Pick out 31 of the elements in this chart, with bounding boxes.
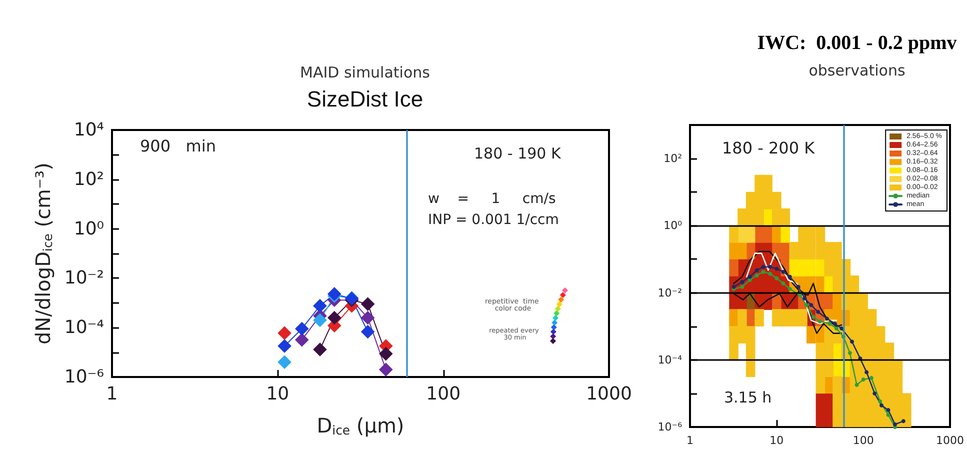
chart-title: MAID simulations <box>300 64 430 82</box>
annotation: INP = 0.001 1/ccm <box>428 212 559 228</box>
annotation: w = 1 cm/s <box>428 191 556 207</box>
x-tick-label: 10 <box>770 434 784 447</box>
y-tick-label: 10⁰ <box>74 218 104 240</box>
y-tick-label: 10⁰ <box>664 219 683 232</box>
annotation: 3.15 h <box>724 388 772 406</box>
x-tick-label: 1 <box>106 384 118 404</box>
chart-subtitle: SizeDist Ice <box>306 86 424 112</box>
chart-title: IWC: 0.001 - 0.2 ppmv <box>757 32 957 54</box>
annotation: 180 - 190 K <box>474 144 562 162</box>
y-tick-label: 10⁻⁶ <box>64 366 104 388</box>
x-tick-label: 1000 <box>936 434 964 447</box>
y-tick-label: 10⁻² <box>64 268 104 289</box>
y-tick-label: 10⁻⁶ <box>658 420 683 434</box>
x-tick-label: 1000 <box>586 384 632 404</box>
annotation: 180 - 200 K <box>722 138 816 158</box>
y-tick-label: 10⁻⁴ <box>64 317 104 338</box>
y-tick-label: 10⁻² <box>658 286 682 300</box>
y-tick-label: 10⁴ <box>74 120 104 140</box>
chart-subtitle: observations <box>808 62 906 80</box>
x-tick-label: 10 <box>266 384 290 404</box>
y-tick-label: 10² <box>74 168 104 190</box>
x-tick-label: 1 <box>686 434 694 447</box>
x-tick-label: 100 <box>852 434 874 447</box>
y-tick-label: 10⁻⁴ <box>658 353 683 366</box>
y-tick-label: 10² <box>664 152 682 166</box>
annotation: 900 min <box>140 136 216 156</box>
x-tick-label: 100 <box>426 384 461 404</box>
y-axis-title: dN/dlogDice (cm⁻³) <box>30 162 55 344</box>
x-axis-title: Dice (μm) <box>316 414 404 438</box>
